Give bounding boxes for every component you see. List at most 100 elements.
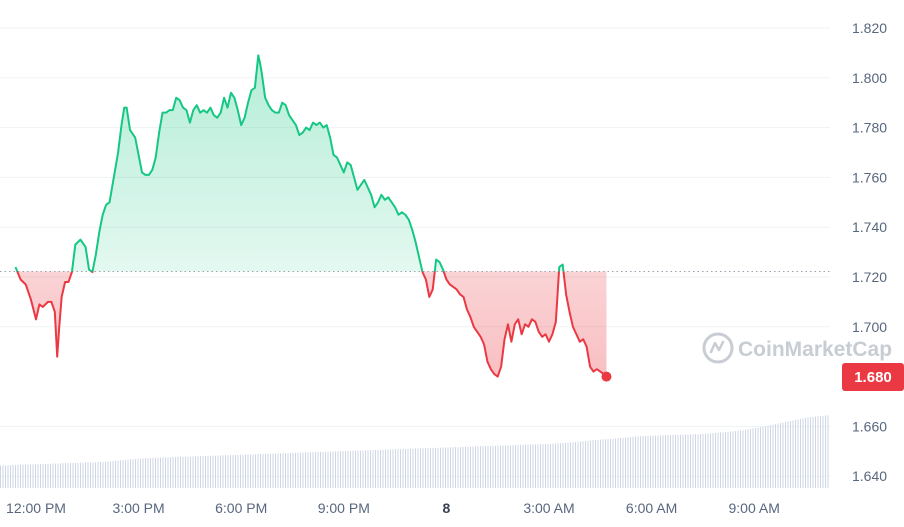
volume-bar	[97, 462, 99, 488]
volume-bar	[760, 427, 761, 488]
volume-bar	[367, 450, 369, 488]
volume-bar	[610, 438, 611, 488]
volume-bar	[120, 460, 121, 488]
volume-bar	[787, 421, 789, 488]
volume-bar	[307, 452, 309, 488]
volume-bar	[95, 462, 96, 488]
volume-bar	[827, 415, 829, 488]
volume-bar	[215, 455, 216, 488]
volume-bar	[282, 453, 284, 488]
volume-bar	[660, 435, 661, 488]
volume-bar	[537, 444, 539, 488]
volume-bar	[802, 418, 804, 488]
volume-bar	[705, 433, 706, 488]
price-line-above-baseline	[14, 54, 565, 272]
volume-bar	[680, 434, 681, 488]
x-tick-label: 6:00 AM	[626, 500, 677, 516]
x-tick-label: 9:00 AM	[729, 500, 780, 516]
volume-bar	[167, 457, 169, 488]
volume-bar	[55, 463, 56, 488]
volume-bar	[725, 432, 726, 488]
volume-bar	[772, 424, 774, 488]
volume-bar	[140, 458, 141, 488]
volume-bar	[675, 434, 676, 488]
volume-bar	[160, 457, 161, 488]
volume-bar	[492, 445, 494, 488]
volume-bar	[32, 464, 34, 488]
volume-bar	[150, 457, 151, 488]
volume-bar	[737, 430, 739, 488]
volume-bar	[525, 444, 526, 488]
volume-bar	[692, 434, 694, 488]
volume-bar	[172, 457, 174, 488]
volume-bar	[250, 454, 251, 488]
volume-bar	[137, 458, 139, 488]
volume-bar	[80, 462, 81, 488]
volume-bar	[222, 455, 224, 488]
volume-bar	[697, 434, 699, 488]
volume-bar	[510, 445, 511, 488]
volume-bar	[547, 443, 549, 488]
volume-bar	[720, 432, 721, 488]
current-price-badge: 1.680	[842, 363, 904, 391]
volume-bar	[262, 453, 264, 488]
volume-bar	[825, 415, 826, 488]
y-tick-label: 1.740	[852, 219, 887, 235]
volume-bar	[400, 449, 401, 488]
x-tick-label: 3:00 AM	[523, 500, 574, 516]
volume-bar	[317, 452, 319, 488]
volume-bar	[687, 434, 689, 488]
volume-bar	[607, 439, 609, 488]
volume-bar	[740, 430, 741, 488]
volume-bar	[205, 456, 206, 488]
volume-bar	[385, 449, 386, 488]
volume-bar	[142, 458, 144, 488]
volume-bar	[17, 464, 19, 488]
volume-bar	[685, 434, 686, 488]
volume-bar	[207, 455, 209, 488]
volume-bar	[37, 464, 39, 488]
volume-bar	[375, 449, 376, 488]
volume-bar	[515, 445, 516, 488]
volume-bar	[30, 464, 31, 488]
volume-bar	[387, 449, 389, 488]
volume-bar	[530, 444, 531, 488]
volume-bar	[47, 463, 49, 488]
volume-bar	[115, 460, 116, 488]
volume-bar	[25, 464, 26, 488]
volume-bar	[360, 450, 361, 488]
volume-bar	[45, 463, 46, 488]
volume-bar	[612, 438, 614, 488]
y-tick-label: 1.640	[852, 468, 887, 484]
volume-bar	[15, 464, 16, 488]
volume-bar	[195, 456, 196, 488]
volume-bar	[62, 463, 64, 488]
volume-bar	[57, 463, 59, 488]
volume-bar	[65, 463, 66, 488]
volume-bar	[425, 448, 426, 488]
volume-bar	[117, 460, 119, 488]
volume-bar	[255, 454, 256, 488]
volume-bar	[155, 457, 156, 488]
volume-bar	[557, 443, 559, 488]
volume-bar	[657, 435, 659, 488]
volume-bar	[640, 436, 641, 488]
volume-bar	[447, 447, 449, 488]
volume-bar	[125, 459, 126, 488]
volume-bar	[817, 416, 819, 488]
volume-bar	[485, 446, 486, 488]
volume-bar	[500, 445, 501, 488]
volume-bar	[107, 461, 109, 488]
volume-bar	[417, 448, 419, 488]
volume-bar	[112, 461, 114, 488]
volume-bar	[770, 425, 771, 488]
volume-bar	[650, 435, 651, 488]
volume-bar	[590, 440, 591, 488]
volume-bar	[522, 444, 524, 488]
volume-bar	[615, 438, 616, 488]
volume-bar	[365, 450, 366, 488]
volume-bar	[225, 455, 226, 488]
volume-bar	[415, 448, 416, 488]
volume-bar	[820, 416, 821, 488]
